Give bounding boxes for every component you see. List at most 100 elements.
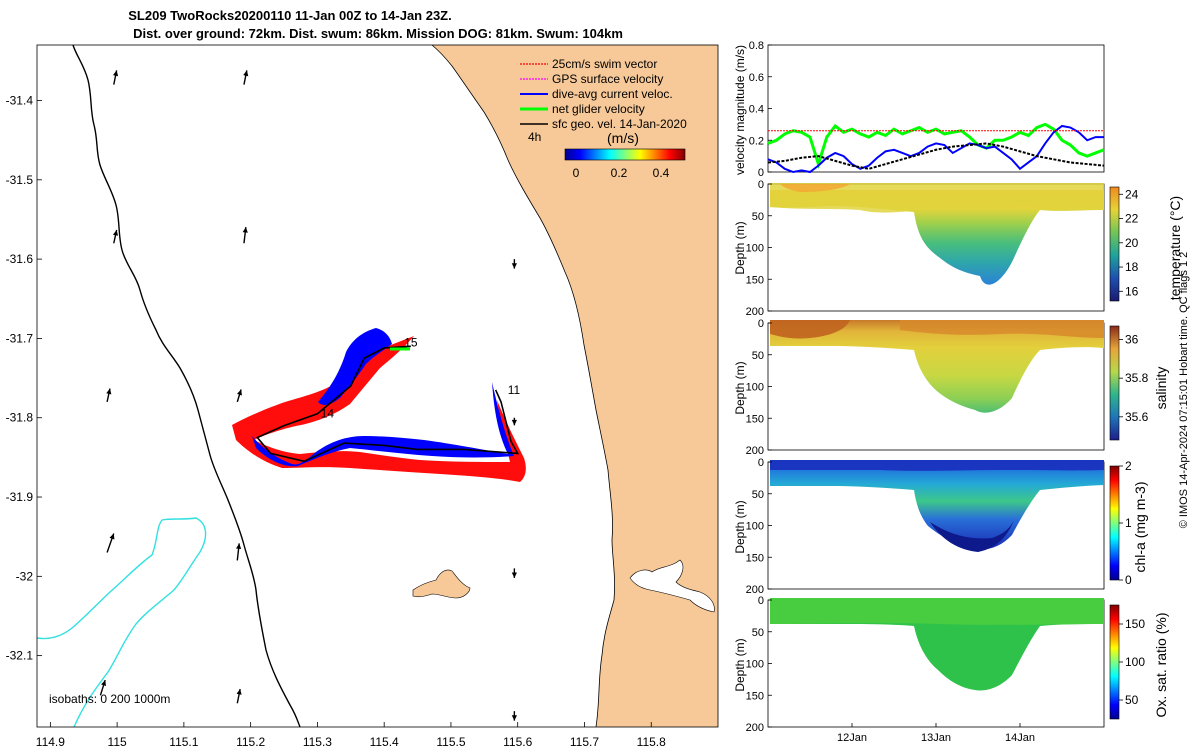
temperature-clabel: temperature (°C) (1167, 196, 1183, 300)
geo-vector-head (236, 688, 242, 695)
legend-4h: 4h (528, 130, 541, 144)
geo-vector-head (101, 680, 107, 687)
day-label: 14 (321, 407, 335, 421)
map-xtick-label: 115.8 (637, 735, 666, 749)
depth-tick-label: 150 (746, 552, 764, 564)
colorbar-tick-label: 35.8 (1125, 371, 1149, 385)
isobath-200m (72, 44, 301, 728)
velocity-ylabel: velocity magnitude (m/s) (733, 45, 747, 175)
salinity-panel: Depth (m) salinity 0 50 100 150 200 35.6 35.8 3… (733, 318, 1169, 457)
velocity-panel: 0 0.2 0.4 0.6 0.8 velocity magnitude (m/s) (733, 40, 1105, 179)
salinity-axes: 0 50 100 150 200 35.6 35.8 36 (746, 318, 1149, 457)
geo-vector-head (236, 543, 242, 550)
velocity-ytick-label: 0 (758, 167, 764, 179)
map-ytick-label: -31.5 (6, 173, 34, 187)
depth-tick-label: 150 (746, 413, 764, 425)
figure-title-line1: SL209 TwoRocks20200110 11-Jan 00Z to 14-… (128, 8, 452, 23)
colorbar-tick-label: 16 (1125, 284, 1139, 298)
colorbar-tick-label: 20 (1125, 236, 1139, 250)
depth-tick-label: 100 (746, 659, 764, 671)
depth-tick-label: 200 (746, 722, 764, 734)
temperature-colorbar (1109, 186, 1120, 302)
geo-vector-head (511, 715, 517, 721)
day-label: 11 (508, 383, 521, 397)
geo-vectors (99, 70, 517, 721)
colorbar-tick-label: 18 (1125, 260, 1139, 274)
oxygen-ylabel: Depth (m) (733, 638, 747, 691)
colorbar-tick-0: 0 (573, 166, 580, 180)
colorbar-tick-label: 36 (1125, 333, 1139, 347)
depth-tick-label: 0 (758, 318, 764, 330)
legend-swim: 25cm/s swim vector (552, 57, 657, 71)
velocity-series-2 (767, 142, 1105, 170)
depth-tick-label: 100 (746, 243, 764, 255)
map-ytick-label: -32.1 (6, 649, 34, 663)
salinity-surface-layer (770, 320, 850, 339)
map-land (432, 45, 718, 727)
salinity-ylabel: Depth (m) (733, 361, 747, 414)
map-ytick-label: -31.8 (6, 411, 34, 425)
geo-vector-head (112, 229, 119, 236)
speed-colorbar (564, 148, 686, 161)
colorbar-label: (m/s) (607, 130, 639, 146)
oxygen-colorbar (1109, 604, 1120, 720)
temperature-ylabel: Depth (m) (733, 221, 747, 274)
velocity-ytick-label: 0.2 (749, 135, 764, 147)
map-xtick-label: 115.2 (236, 735, 265, 749)
geo-vector-head (511, 263, 517, 269)
colorbar-tick-2: 0.4 (653, 166, 670, 180)
geo-vector-head (109, 533, 115, 540)
temperature-field (770, 190, 1104, 285)
colorbar-tick-label: 35.6 (1125, 410, 1149, 424)
velocity-axes-box (767, 44, 1105, 173)
chla-colorbar (1109, 465, 1120, 581)
map-xtick-label: 115.4 (370, 735, 399, 749)
isobath-1000m (36, 517, 207, 728)
chla-deep (930, 520, 1014, 552)
oxygen-axes: 0 50 100 150 200 50 100 150 12Jan 13Jan 14Jan (746, 595, 1146, 744)
dive-avg-current-swath-south (252, 382, 514, 467)
salinity-field (770, 320, 1104, 413)
map-ytick-label: -31.4 (6, 94, 34, 108)
velocity-series-0 (767, 122, 1105, 170)
date-tick-label: 12Jan (837, 732, 867, 744)
velocity-series (767, 122, 1105, 174)
dive-avg-current-swath (318, 328, 392, 405)
map-ytick-label: -31.7 (6, 331, 34, 345)
velocity-ytick-label: 0.4 (749, 104, 764, 116)
legend-sfc-geo: sfc geo. vel. 14-Jan-2020 (552, 117, 687, 131)
geo-vector-head (237, 389, 242, 396)
salinity-colorbar (1109, 325, 1120, 441)
depth-tick-label: 0 (758, 457, 764, 469)
velocity-axes: 0 0.2 0.4 0.6 0.8 (749, 40, 772, 179)
colorbar-tick-label: 24 (1125, 187, 1139, 201)
depth-tick-label: 200 (746, 584, 764, 596)
map-island (412, 569, 471, 599)
map-coastline (431, 44, 615, 728)
depth-tick-label: 200 (746, 306, 764, 318)
map-xtick-label: 115.5 (436, 735, 465, 749)
map-panel: 11 14 15 25cm/s swim vector GPS surface ve… (6, 44, 719, 749)
depth-tick-label: 50 (752, 627, 764, 639)
oxygen-surface (770, 598, 1104, 625)
velocity-ytick-label: 0.8 (749, 40, 764, 52)
colorbar-tick-label: 22 (1125, 212, 1139, 226)
map-axes: 114.9 115 115.1 115.2 115.3 115.4 115.5 115.6 11… (6, 94, 666, 749)
geo-vector-head (113, 70, 119, 77)
map-xtick-label: 114.9 (36, 735, 65, 749)
swim-vector-swath (232, 336, 526, 482)
day-label: 15 (404, 335, 418, 349)
geo-vector-head (511, 572, 517, 578)
chla-axes: 0 50 100 150 200 0 1 2 (746, 457, 1132, 596)
depth-tick-label: 50 (752, 489, 764, 501)
map-ytick-label: -32 (16, 569, 34, 583)
depth-tick-label: 100 (746, 521, 764, 533)
colorbar-tick-label: 100 (1125, 655, 1145, 669)
temperature-axes: 0 50 100 150 200 16 18 20 22 24 (746, 179, 1139, 318)
velocity-series-1 (767, 124, 1104, 174)
colorbar-tick-1: 0.2 (611, 166, 628, 180)
depth-tick-label: 50 (752, 211, 764, 223)
depth-tick-label: 150 (746, 274, 764, 286)
map-frame (36, 44, 719, 728)
